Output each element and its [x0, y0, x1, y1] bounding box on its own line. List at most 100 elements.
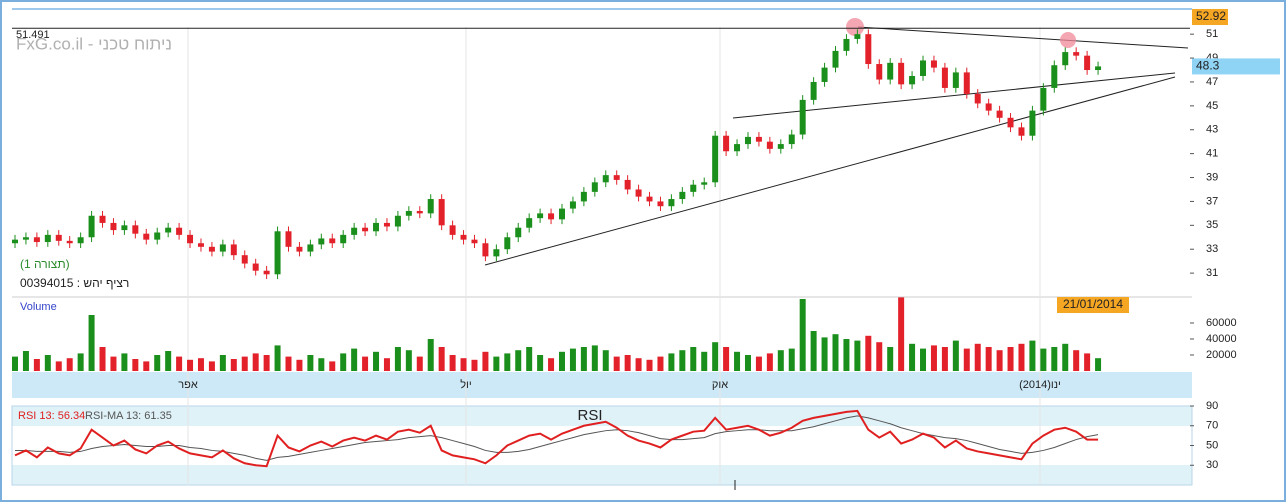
volume-bar — [427, 339, 434, 371]
candle-body — [12, 239, 18, 244]
candle-body — [373, 222, 380, 232]
candle-body — [307, 244, 314, 252]
vertical-grid — [187, 27, 1041, 485]
volume-bar — [460, 358, 467, 371]
neck-line — [732, 72, 1176, 119]
volume-bar — [143, 361, 150, 371]
candle-body — [1095, 66, 1102, 71]
volume-bar — [679, 350, 686, 371]
volume-bar — [832, 334, 839, 371]
peak-marker — [1060, 32, 1076, 48]
candle-body — [197, 243, 204, 247]
volume-bar — [230, 359, 237, 371]
candle-body — [1007, 117, 1014, 128]
volume-bar — [668, 353, 675, 371]
volume-bar — [974, 343, 981, 371]
volume-bar — [154, 355, 161, 371]
volume-bar — [1062, 343, 1069, 371]
rsi-line — [15, 415, 1099, 461]
candle-body — [362, 227, 369, 232]
volume-bar — [383, 358, 390, 371]
peak-marker — [846, 18, 864, 36]
y-tick-label: 70 — [1206, 420, 1218, 432]
volume-bar — [187, 359, 194, 371]
candle-body — [930, 60, 937, 68]
volume-bar — [788, 348, 795, 371]
y-tick-label: 33 — [1206, 243, 1218, 255]
volume-bar — [318, 358, 325, 371]
candle-body — [493, 249, 500, 257]
candle-body — [635, 189, 642, 197]
candle-body — [887, 62, 894, 80]
candle-body — [810, 81, 817, 100]
volume-bar — [132, 359, 139, 371]
candle-body — [318, 238, 325, 245]
date-label-box — [1057, 297, 1129, 313]
volume-bar — [515, 350, 522, 371]
candle-body — [132, 225, 139, 234]
y-tick-label: 45 — [1206, 100, 1218, 112]
y-tick-label: 47 — [1206, 76, 1218, 88]
config-label: (תצורה 1) — [20, 257, 70, 271]
candle-body — [679, 191, 686, 200]
volume-bar — [985, 347, 992, 371]
y-tick-label: 31 — [1206, 267, 1218, 279]
candle-body — [799, 99, 806, 135]
candle-body — [88, 215, 95, 238]
legend-entry: RSI-MA 13: 61.35 — [85, 410, 172, 422]
volume-bar — [723, 347, 730, 371]
volume-bar — [121, 353, 128, 371]
y-tick-label: 40000 — [1206, 333, 1237, 345]
volume-bar — [362, 356, 369, 371]
y-tick-label: 51 — [1206, 28, 1218, 40]
volume-bar — [12, 356, 18, 371]
candle-body — [44, 234, 51, 243]
volume-bar — [734, 351, 741, 371]
volume-bar — [602, 350, 609, 371]
volume-bar — [843, 339, 850, 371]
y-tick-label: 60000 — [1206, 317, 1237, 329]
top-strip — [12, 8, 1192, 10]
volume-bar — [329, 361, 336, 371]
candle-body — [176, 227, 183, 235]
x-tick-label: יול — [460, 378, 472, 391]
volume-bar — [1018, 343, 1025, 371]
candle-body — [646, 196, 653, 202]
candle-body — [230, 244, 237, 256]
candle-body — [854, 34, 861, 39]
volume-bar — [876, 342, 883, 371]
volume-bar — [99, 347, 106, 371]
x-tick-label: (2014)ינו — [1019, 379, 1061, 391]
candle-body — [766, 141, 773, 149]
candle-body — [996, 110, 1003, 118]
volume-bar — [569, 348, 576, 371]
volume-bar — [537, 355, 544, 371]
volume-bar — [930, 345, 937, 371]
volume-bar — [241, 356, 248, 371]
candle-body — [723, 135, 730, 152]
candle-body — [329, 238, 336, 244]
candle-body — [865, 34, 872, 65]
candle-body — [963, 72, 970, 94]
candle-body — [832, 50, 839, 68]
volume-bar — [1040, 348, 1047, 371]
candle-body — [340, 234, 347, 244]
volume-bar — [712, 342, 719, 371]
volume-bar — [810, 331, 817, 371]
candle-body — [208, 246, 215, 252]
volume-bar — [416, 356, 423, 371]
candle-body — [690, 184, 697, 192]
volume-bar — [252, 353, 259, 371]
candle-body — [909, 75, 916, 85]
volume-bar — [635, 358, 642, 371]
candle-body — [438, 199, 445, 226]
volume-bar — [526, 347, 533, 371]
candle-body — [526, 218, 533, 228]
volume-bar — [1029, 340, 1036, 371]
volume-bar — [690, 347, 697, 371]
volume-bar — [22, 351, 29, 371]
candle-body — [624, 179, 631, 190]
candle-body — [1062, 52, 1069, 66]
candle-body — [941, 67, 948, 88]
volume-bar — [405, 350, 412, 371]
